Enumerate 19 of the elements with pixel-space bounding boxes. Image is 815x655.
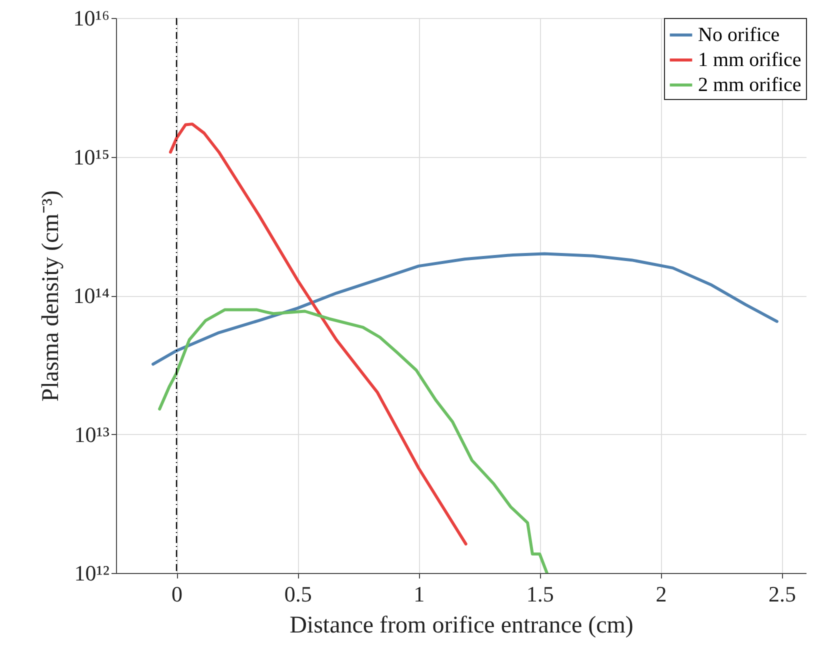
y-tick-label: 10¹⁶ bbox=[73, 6, 110, 30]
line-series bbox=[168, 122, 468, 546]
y-tick-label: 10¹⁴ bbox=[73, 283, 110, 308]
x-tick-label: 2.5 bbox=[768, 582, 796, 606]
line-series bbox=[152, 252, 778, 366]
legend-label: No orifice bbox=[698, 24, 780, 46]
x-tick-label: 0 bbox=[172, 582, 183, 606]
legend-label: 1 mm orifice bbox=[698, 49, 802, 71]
x-tick-label: 1 bbox=[414, 582, 425, 606]
y-tick-label: 10¹³ bbox=[74, 422, 110, 447]
x-tick-label: 0.5 bbox=[284, 582, 312, 606]
x-tick-label: 2 bbox=[656, 582, 667, 606]
y-tick-label: 10¹⁵ bbox=[73, 144, 110, 170]
y-axis-title: Plasma density (cm⁻³) bbox=[38, 190, 64, 402]
x-axis-title: Distance from orifice entrance (cm) bbox=[290, 612, 634, 638]
line-series bbox=[158, 308, 548, 573]
x-tick-label: 1.5 bbox=[526, 582, 554, 606]
legend-label: 2 mm orifice bbox=[698, 74, 802, 96]
y-tick-label: 10¹² bbox=[74, 560, 110, 586]
